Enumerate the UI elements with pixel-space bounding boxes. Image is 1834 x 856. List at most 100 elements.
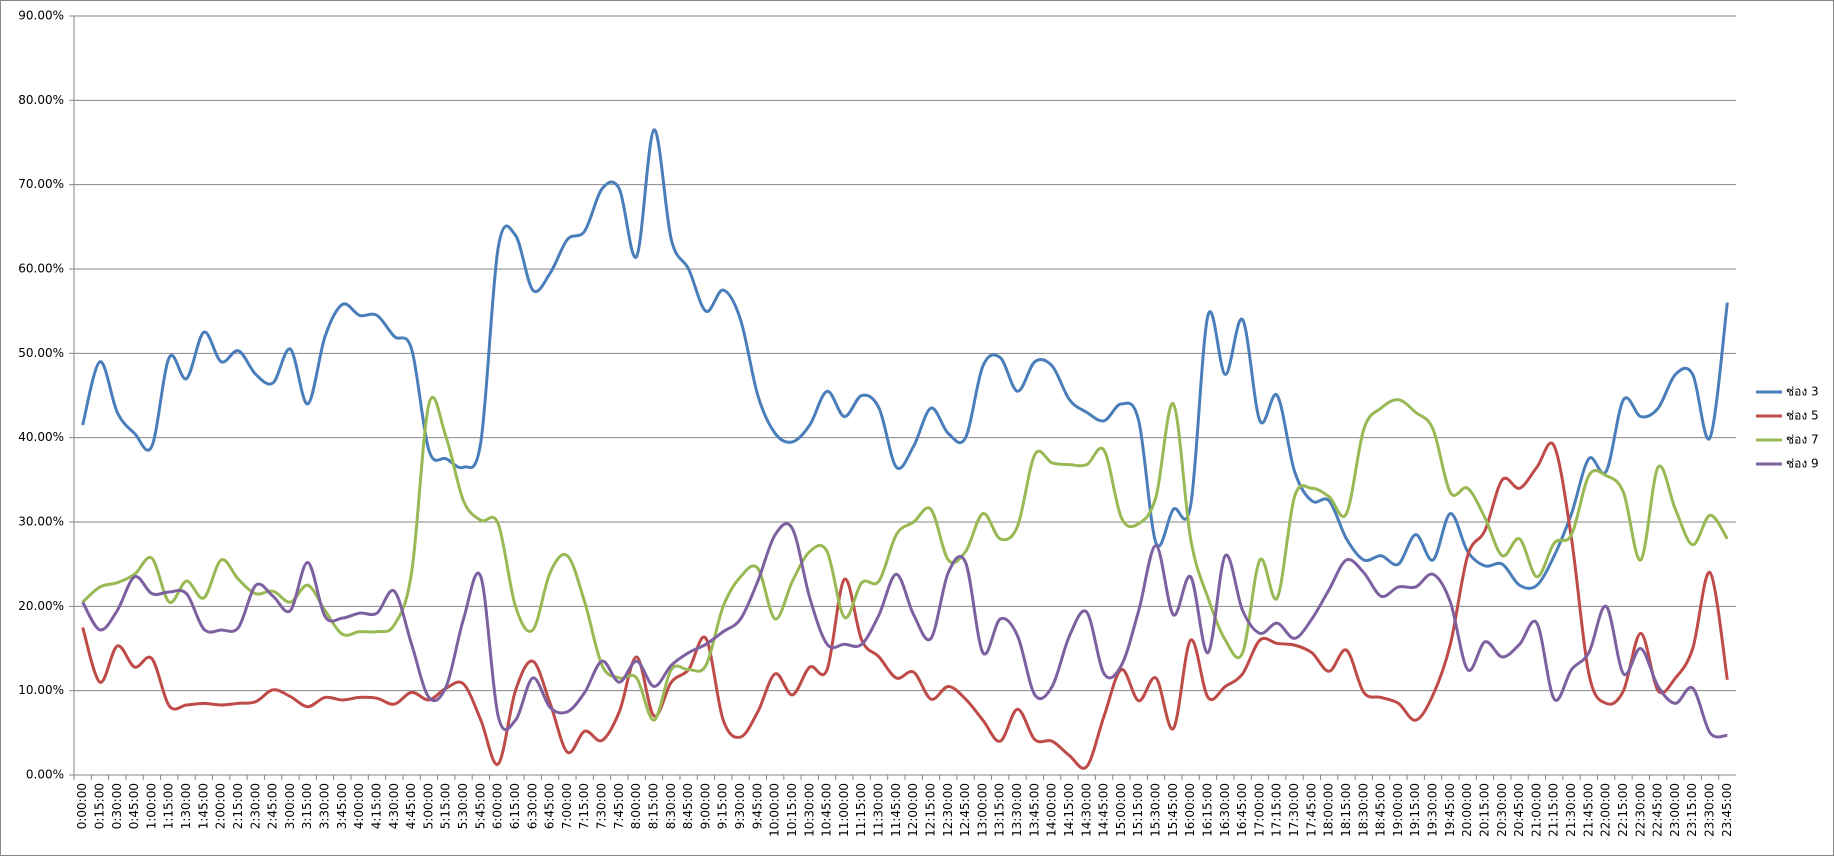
x-tick-label: 7:45:00 <box>612 783 626 829</box>
x-tick-label: 13:15:00 <box>993 783 1007 837</box>
x-tick-label: 5:45:00 <box>473 783 487 829</box>
x-tick-label: 6:45:00 <box>543 783 557 829</box>
x-tick-label: 0:00:00 <box>75 783 89 829</box>
y-tick-label: 80.00% <box>18 93 64 107</box>
x-tick-label: 8:15:00 <box>646 783 660 829</box>
x-tick-label: 19:45:00 <box>1443 783 1457 837</box>
x-tick-label: 21:30:00 <box>1564 783 1578 837</box>
x-tick-label: 18:30:00 <box>1356 783 1370 837</box>
y-tick-label: 50.00% <box>18 346 64 360</box>
x-tick-label: 2:30:00 <box>248 783 262 829</box>
x-tick-label: 16:45:00 <box>1235 783 1249 837</box>
x-tick-label: 20:30:00 <box>1495 783 1509 837</box>
x-tick-label: 12:00:00 <box>906 783 920 837</box>
x-tick-label: 15:30:00 <box>1149 783 1163 837</box>
x-tick-label: 16:15:00 <box>1200 783 1214 837</box>
legend-label: ช่อง 5 <box>1786 409 1819 423</box>
y-tick-label: 20.00% <box>18 599 64 613</box>
x-tick-label: 9:15:00 <box>716 783 730 829</box>
x-tick-label: 0:45:00 <box>127 783 141 829</box>
x-tick-label: 11:45:00 <box>889 783 903 837</box>
x-tick-label: 13:00:00 <box>975 783 989 837</box>
y-tick-label: 0.00% <box>26 768 64 782</box>
x-tick-label: 18:45:00 <box>1374 783 1388 837</box>
series-line <box>81 128 1729 590</box>
x-tick-label: 6:00:00 <box>491 783 505 829</box>
x-tick-label: 10:45:00 <box>820 783 834 837</box>
x-tick-label: 17:15:00 <box>1270 783 1284 837</box>
x-tick-label: 15:00:00 <box>1114 783 1128 837</box>
x-tick-label: 1:30:00 <box>179 783 193 829</box>
x-tick-label: 22:15:00 <box>1616 783 1630 837</box>
y-tick-label: 60.00% <box>18 262 64 276</box>
x-tick-label: 19:30:00 <box>1426 783 1440 837</box>
x-tick-label: 21:00:00 <box>1529 783 1543 837</box>
y-tick-label: 70.00% <box>18 177 64 191</box>
x-tick-label: 18:00:00 <box>1322 783 1336 837</box>
x-tick-label: 4:00:00 <box>352 783 366 829</box>
x-tick-label: 1:15:00 <box>162 783 176 829</box>
x-tick-label: 18:15:00 <box>1339 783 1353 837</box>
x-tick-label: 16:30:00 <box>1218 783 1232 837</box>
series-line <box>81 395 1729 722</box>
x-tick-label: 21:15:00 <box>1547 783 1561 837</box>
x-tick-label: 23:00:00 <box>1668 783 1682 837</box>
x-tick-label: 10:15:00 <box>785 783 799 837</box>
series-line <box>81 441 1729 770</box>
x-tick-label: 7:30:00 <box>595 783 609 829</box>
x-tick-label: 16:00:00 <box>1183 783 1197 837</box>
x-tick-label: 6:30:00 <box>525 783 539 829</box>
x-tick-label: 15:45:00 <box>1166 783 1180 837</box>
x-tick-label: 8:30:00 <box>664 783 678 829</box>
x-tick-label: 5:30:00 <box>456 783 470 829</box>
x-tick-label: 11:30:00 <box>872 783 886 837</box>
y-tick-label: 40.00% <box>18 430 64 444</box>
x-tick-label: 12:30:00 <box>941 783 955 837</box>
x-tick-label: 13:30:00 <box>1010 783 1024 837</box>
x-tick-label: 11:00:00 <box>837 783 851 837</box>
x-tick-label: 11:15:00 <box>854 783 868 837</box>
x-tick-label: 23:30:00 <box>1703 783 1717 837</box>
x-tick-label: 2:00:00 <box>214 783 228 829</box>
x-tick-label: 1:00:00 <box>144 783 158 829</box>
x-tick-label: 13:45:00 <box>1027 783 1041 837</box>
x-tick-label: 14:30:00 <box>1079 783 1093 837</box>
x-tick-label: 0:30:00 <box>110 783 124 829</box>
x-tick-label: 3:00:00 <box>283 783 297 829</box>
x-tick-label: 22:00:00 <box>1599 783 1613 837</box>
x-tick-label: 3:30:00 <box>318 783 332 829</box>
x-tick-label: 14:15:00 <box>1062 783 1076 837</box>
legend-label: ช่อง 9 <box>1786 457 1819 471</box>
x-tick-label: 8:00:00 <box>629 783 643 829</box>
x-tick-label: 10:30:00 <box>802 783 816 837</box>
x-tick-label: 2:45:00 <box>266 783 280 829</box>
x-tick-label: 5:00:00 <box>421 783 435 829</box>
x-tick-label: 9:30:00 <box>733 783 747 829</box>
x-tick-label: 20:45:00 <box>1512 783 1526 837</box>
x-tick-label: 12:45:00 <box>958 783 972 837</box>
x-tick-label: 10:00:00 <box>768 783 782 837</box>
x-tick-label: 14:00:00 <box>1045 783 1059 837</box>
y-tick-label: 30.00% <box>18 515 64 529</box>
x-tick-label: 20:15:00 <box>1477 783 1491 837</box>
x-tick-label: 19:00:00 <box>1391 783 1405 837</box>
x-tick-label: 9:45:00 <box>750 783 764 829</box>
y-tick-label: 10.00% <box>18 683 64 697</box>
x-tick-label: 4:15:00 <box>369 783 383 829</box>
x-tick-label: 1:45:00 <box>196 783 210 829</box>
legend-label: ช่อง 7 <box>1786 433 1819 447</box>
x-tick-label: 7:00:00 <box>560 783 574 829</box>
x-tick-label: 6:15:00 <box>508 783 522 829</box>
legend-label: ช่อง 3 <box>1786 385 1819 399</box>
x-tick-label: 22:30:00 <box>1633 783 1647 837</box>
x-tick-label: 14:45:00 <box>1097 783 1111 837</box>
x-tick-label: 0:15:00 <box>92 783 106 829</box>
x-tick-label: 15:15:00 <box>1131 783 1145 837</box>
x-tick-label: 20:00:00 <box>1460 783 1474 837</box>
x-tick-label: 9:00:00 <box>698 783 712 829</box>
x-tick-label: 23:15:00 <box>1685 783 1699 837</box>
x-tick-label: 22:45:00 <box>1651 783 1665 837</box>
x-tick-label: 3:45:00 <box>335 783 349 829</box>
